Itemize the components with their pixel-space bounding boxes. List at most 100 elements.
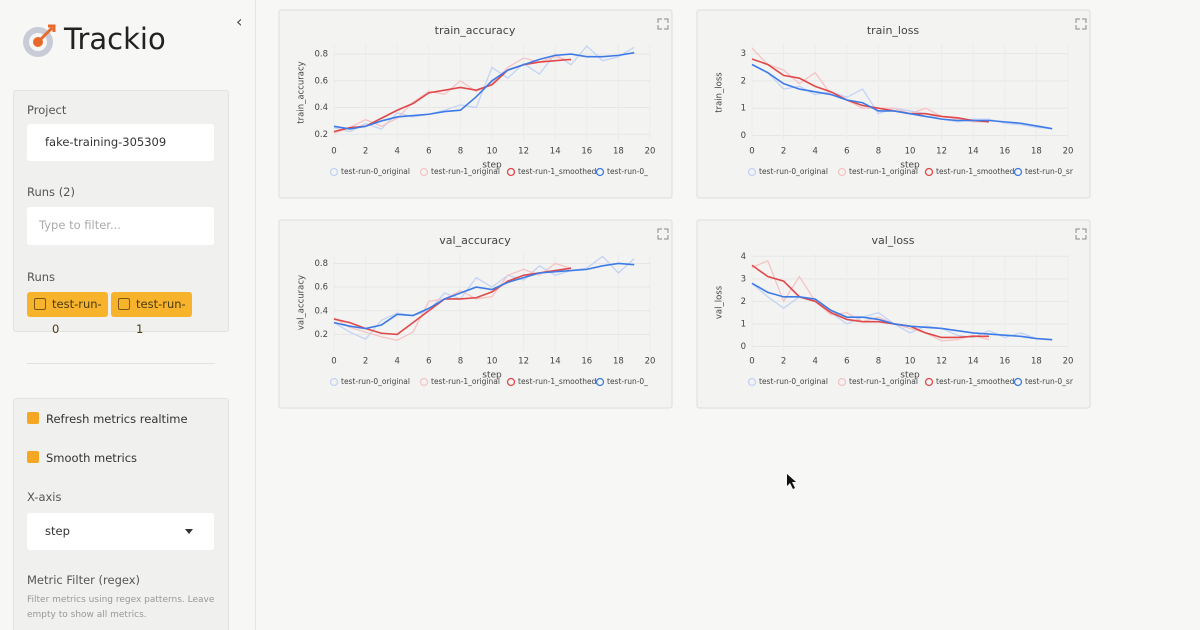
x-tick-label: 2 <box>363 147 368 157</box>
runs-count-label: Runs (2) <box>27 185 75 199</box>
legend-marker <box>837 377 847 387</box>
x-tick-label: 8 <box>458 357 463 367</box>
metric-filter-label: Metric Filter (regex) <box>27 573 141 587</box>
series-line <box>333 255 635 340</box>
chart-panel <box>696 219 1091 409</box>
project-label: Project <box>27 103 67 117</box>
legend-marker <box>1013 377 1023 387</box>
x-axis-label: step <box>482 161 502 171</box>
legend-marker <box>506 377 516 387</box>
run-filter-input[interactable]: Type to filter... <box>27 207 214 245</box>
legend-marker <box>837 167 847 177</box>
x-tick-label: 16 <box>999 357 1010 367</box>
x-tick-label: 12 <box>936 357 947 367</box>
x-tick-label: 0 <box>749 147 754 157</box>
series-line <box>333 58 572 133</box>
series-line <box>751 63 1053 130</box>
dropdown-caret <box>185 529 193 534</box>
x-tick-label: 16 <box>581 147 592 157</box>
legend-label: test-run-1_smoothed <box>936 377 1015 386</box>
x-tick-label: 4 <box>394 147 399 157</box>
y-tick-label: 2 <box>741 297 746 307</box>
legend-label: test-run-1_smoothed <box>936 167 1015 176</box>
y-tick-label: 3 <box>741 49 746 59</box>
legend-marker <box>747 377 757 387</box>
expand-icon <box>1075 228 1087 240</box>
x-tick-label: 14 <box>550 357 561 367</box>
x-tick-label: 20 <box>645 147 656 157</box>
y-axis-label: train_accuracy <box>297 61 307 123</box>
series-line <box>751 282 1053 341</box>
run-chip[interactable]: test-run-1 <box>111 292 192 336</box>
separator <box>27 363 215 364</box>
legend-marker <box>329 167 339 177</box>
checkbox[interactable] <box>27 451 39 463</box>
x-tick-label: 14 <box>968 147 979 157</box>
x-tick-label: 2 <box>363 357 368 367</box>
xaxis-label: X-axis <box>27 490 62 504</box>
legend-label: test-run-1_original <box>849 167 918 176</box>
chart-title: val_loss <box>871 234 914 247</box>
y-tick-label: 0.4 <box>314 306 328 316</box>
legend-label: test-run-1_original <box>849 377 918 386</box>
collapse-button[interactable]: ‹ <box>236 12 243 31</box>
y-tick-label: 0.6 <box>314 283 328 293</box>
x-tick-label: 20 <box>1063 147 1074 157</box>
series-line <box>333 51 635 130</box>
x-tick-label: 4 <box>812 147 817 157</box>
x-tick-label: 10 <box>487 147 498 157</box>
y-axis-label: train_loss <box>715 72 725 113</box>
legend-marker <box>506 167 516 177</box>
legend-label: test-run-0_original <box>759 377 828 386</box>
legend-marker <box>419 167 429 177</box>
chart-title: train_accuracy <box>435 24 516 37</box>
legend-marker <box>595 377 605 387</box>
legend-marker <box>419 377 429 387</box>
sidebar: Trackio ‹ Project fake-training-305309 R… <box>0 0 256 630</box>
project-dropdown[interactable]: fake-training-305309 <box>27 124 214 161</box>
checkbox[interactable] <box>27 412 39 424</box>
y-tick-label: 0.6 <box>314 76 328 86</box>
y-tick-label: 0.2 <box>314 330 328 340</box>
chip-check <box>118 298 130 310</box>
chart-title: train_loss <box>867 24 920 37</box>
x-axis-label: step <box>482 371 502 381</box>
legend-label: test-run-1_smoothed <box>518 377 597 386</box>
run-chip[interactable]: test-run-0 <box>27 292 108 336</box>
legend-label: test-run-0_ <box>607 167 648 176</box>
xaxis-dropdown[interactable]: step <box>27 513 214 550</box>
y-axis-label: val_loss <box>715 285 725 319</box>
y-tick-label: 4 <box>741 252 746 262</box>
x-tick-label: 12 <box>518 357 529 367</box>
x-tick-label: 10 <box>905 357 916 367</box>
legend-label: test-run-0_sr <box>1025 377 1074 386</box>
x-tick-label: 4 <box>394 357 399 367</box>
legend-label: test-run-0_sr <box>1025 167 1074 176</box>
legend-marker <box>924 377 934 387</box>
legend-marker <box>329 377 339 387</box>
chip-check <box>34 298 46 310</box>
series-line <box>751 264 989 339</box>
legend-marker <box>924 167 934 177</box>
x-tick-label: 10 <box>905 147 916 157</box>
x-tick-label: 18 <box>613 147 624 157</box>
x-tick-label: 4 <box>812 357 817 367</box>
legend-label: test-run-0_ <box>607 377 648 386</box>
x-tick-label: 2 <box>781 147 786 157</box>
chart-title: val_accuracy <box>439 234 511 247</box>
expand-icon <box>657 18 669 30</box>
legend-label: test-run-1_smoothed <box>518 167 597 176</box>
legend-label: test-run-0_original <box>759 167 828 176</box>
series-line <box>333 262 572 342</box>
y-tick-label: 1 <box>741 319 746 329</box>
x-tick-label: 18 <box>613 357 624 367</box>
legend-label: test-run-1_original <box>431 167 500 176</box>
x-tick-label: 20 <box>645 357 656 367</box>
legend-marker <box>747 167 757 177</box>
x-tick-label: 18 <box>1031 147 1042 157</box>
y-tick-label: 0.8 <box>314 50 328 60</box>
x-tick-label: 6 <box>426 147 431 157</box>
x-tick-label: 16 <box>999 147 1010 157</box>
y-tick-label: 3 <box>741 274 746 284</box>
